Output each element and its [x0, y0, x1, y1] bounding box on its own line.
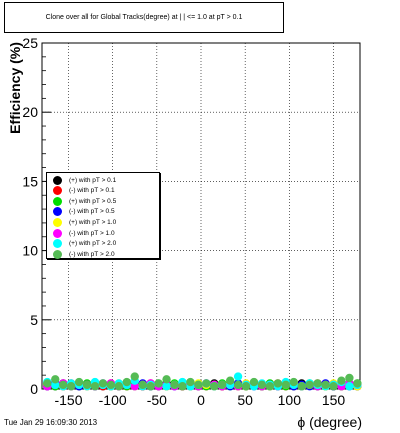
chart-title-box: Clone over all for Global Tracks(degree)… — [4, 2, 284, 33]
data-point — [154, 379, 163, 388]
data-point — [233, 372, 243, 381]
data-point — [329, 382, 338, 391]
legend-marker — [53, 217, 62, 227]
legend-entry: (-) with pT > 1.0 — [47, 228, 159, 238]
data-point — [305, 380, 314, 390]
legend: (+) with pT > 0.1 (-) with pT > 0.1 (+) wi… — [46, 172, 160, 259]
legend-label: (-) with pT > 1.0 — [69, 229, 115, 237]
legend-marker — [53, 207, 62, 217]
timestamp-footer: Tue Jan 29 16:09:30 2013 — [4, 418, 98, 427]
x-axis-label: ϕ (degree) — [297, 414, 362, 430]
series-8 — [43, 372, 362, 391]
legend-label: (+) with pT > 1.0 — [69, 218, 117, 226]
data-point — [265, 382, 275, 391]
data-point — [321, 380, 330, 390]
data-point — [210, 382, 219, 391]
data-point — [273, 379, 283, 388]
data-point — [162, 382, 171, 391]
legend-label: (-) with pT > 0.1 — [69, 187, 115, 195]
data-point — [194, 380, 203, 390]
data-point — [345, 373, 354, 383]
data-point — [241, 382, 251, 391]
legend-entry: (+) with pT > 0.1 — [47, 175, 159, 185]
data-point — [66, 382, 76, 391]
legend-label: (-) with pT > 2.0 — [69, 250, 115, 258]
data-point — [122, 377, 131, 387]
legend-marker — [53, 175, 62, 185]
y-tick-label: 15 — [22, 173, 38, 189]
data-point — [170, 380, 179, 390]
data-point — [225, 376, 235, 385]
grid-lines — [42, 43, 360, 389]
y-tick-label: 20 — [22, 104, 38, 120]
data-point — [186, 377, 195, 387]
data-point — [178, 382, 187, 391]
y-tick-label: 10 — [22, 243, 38, 259]
data-point — [130, 372, 139, 381]
legend-entry: (-) with pT > 2.0 — [47, 249, 159, 259]
legend-marker — [53, 196, 62, 206]
data-markers — [43, 372, 362, 391]
data-point — [59, 380, 68, 390]
data-point — [345, 382, 354, 391]
y-tick-label: 0 — [30, 381, 38, 397]
data-point — [257, 380, 267, 390]
data-point — [106, 380, 116, 390]
data-point — [249, 377, 259, 387]
data-point — [146, 382, 155, 391]
legend-entry: (+) with pT > 1.0 — [47, 217, 159, 227]
data-point — [90, 382, 100, 391]
legend-label: (+) with pT > 0.1 — [69, 176, 117, 184]
legend-entry: (+) with pT > 2.0 — [47, 239, 159, 249]
y-axis-label: Efficiency (%) — [7, 42, 23, 134]
chart-title: Clone over all for Global Tracks(degree)… — [45, 14, 243, 21]
data-point — [313, 379, 322, 388]
x-tick-label: 150 — [322, 392, 346, 408]
x-tick-label: 0 — [197, 392, 205, 408]
legend-marker — [53, 249, 62, 259]
legend-label: (-) with pT > 0.5 — [69, 208, 115, 216]
x-tick-label: -50 — [147, 392, 167, 408]
data-point — [114, 382, 124, 391]
data-point — [289, 377, 298, 387]
x-tick-label: -100 — [99, 392, 127, 408]
data-point — [202, 379, 211, 388]
data-point — [43, 379, 52, 388]
data-point — [233, 380, 243, 390]
data-point — [82, 380, 92, 390]
data-point — [297, 382, 306, 391]
x-tick-label: 100 — [278, 392, 302, 408]
legend-entry: (-) with pT > 0.1 — [47, 186, 159, 196]
data-point — [98, 379, 108, 388]
data-point — [281, 380, 290, 390]
x-tick-label: -150 — [54, 392, 82, 408]
y-tick-label: 25 — [22, 35, 38, 51]
legend-entry: (+) with pT > 0.5 — [47, 196, 159, 206]
data-point — [218, 380, 227, 390]
legend-marker — [53, 239, 62, 249]
legend-label: (+) with pT > 2.0 — [69, 240, 117, 248]
data-point — [162, 375, 171, 384]
legend-marker — [53, 228, 62, 238]
legend-label: (+) with pT > 0.5 — [69, 197, 117, 205]
legend-marker — [53, 186, 62, 196]
data-point — [74, 377, 84, 387]
legend-entry: (-) with pT > 0.5 — [47, 207, 159, 217]
data-point — [353, 379, 362, 388]
x-tick-label: 50 — [237, 392, 253, 408]
y-tick-label: 5 — [30, 312, 38, 328]
data-point — [337, 376, 346, 385]
data-point — [138, 380, 147, 390]
data-point — [51, 375, 60, 384]
